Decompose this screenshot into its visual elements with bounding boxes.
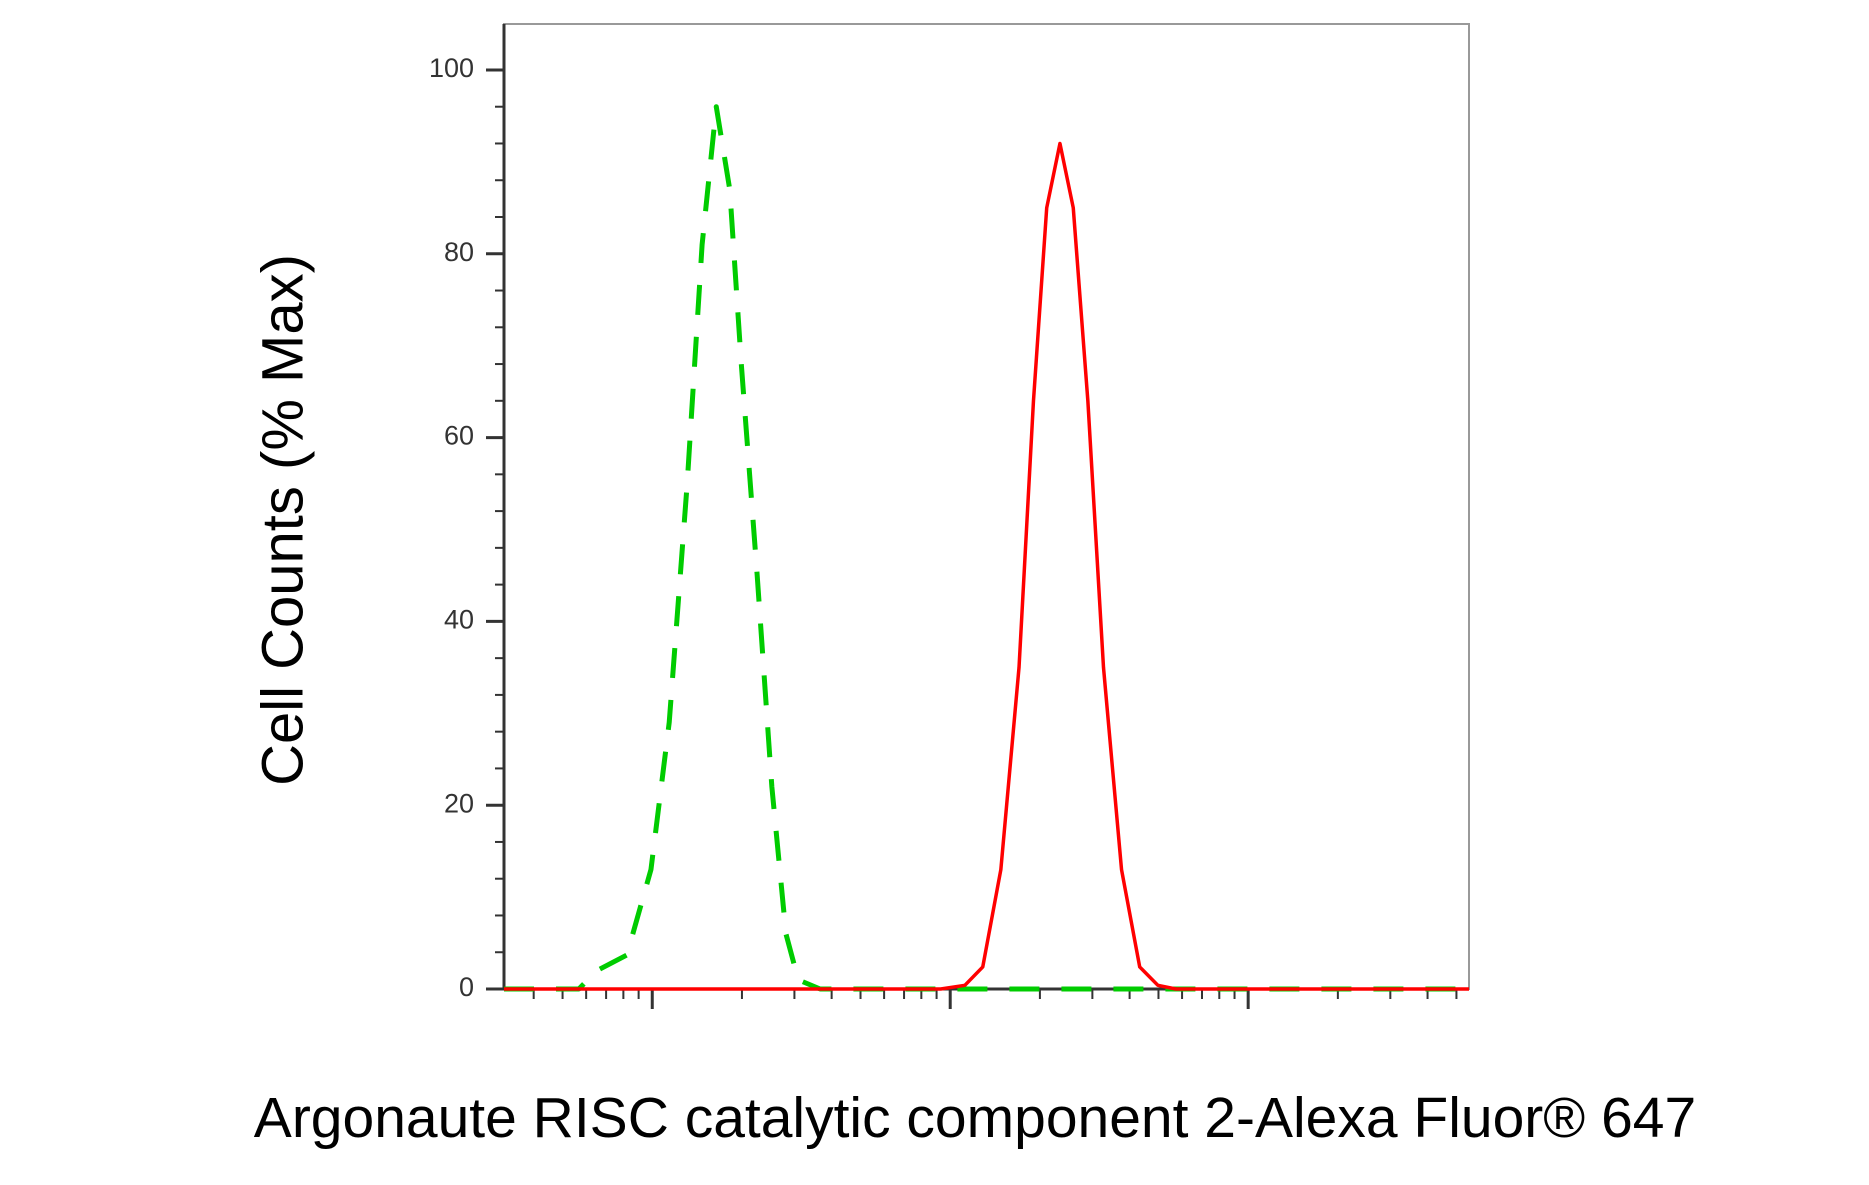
y-tick-label: 40 (444, 605, 474, 635)
y-tick-label: 20 (444, 788, 474, 818)
y-tick-label: 80 (444, 237, 474, 267)
y-tick-label: 100 (429, 53, 474, 83)
x-axis-label: Argonaute RISC catalytic component 2-Ale… (254, 1086, 1696, 1150)
y-tick-label: 0 (459, 972, 474, 1002)
data-line (504, 141, 1469, 991)
y-tick-label: 60 (444, 421, 474, 451)
y-axis-label: Cell Counts (% Max) (250, 254, 315, 786)
plot-frame (503, 23, 1470, 990)
data-line (504, 104, 1469, 992)
